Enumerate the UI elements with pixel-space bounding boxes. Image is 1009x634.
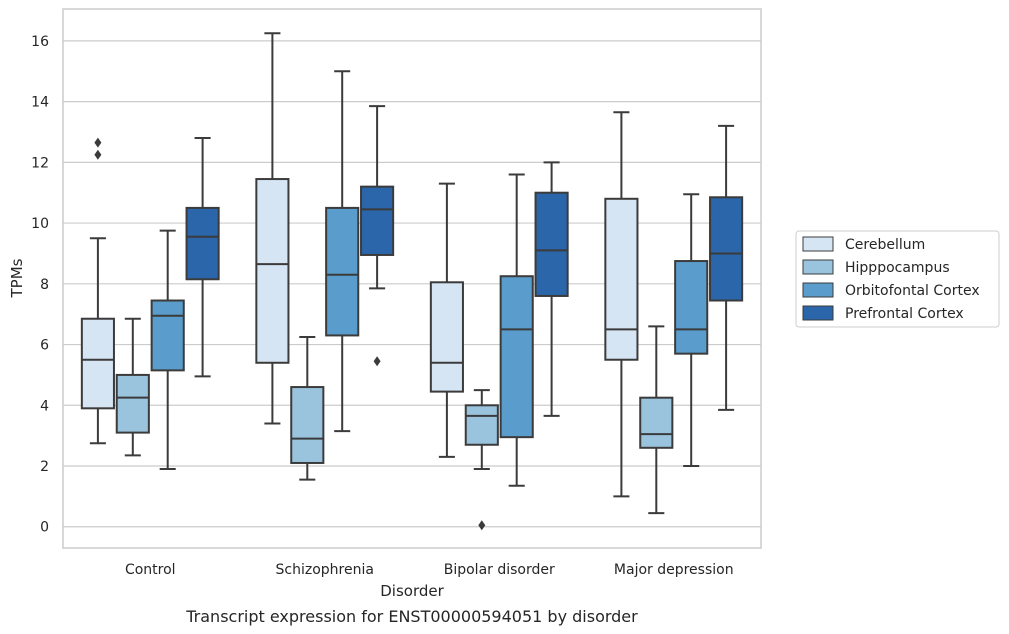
x-tick-label: Major depression: [614, 562, 734, 578]
y-tick-label: 14: [31, 95, 49, 111]
legend: Cerebellum Hipppocampus Orbitofontal Corte…: [795, 230, 1000, 328]
box-group: [325, 70, 360, 433]
box-group: [674, 193, 709, 468]
box-group: [604, 111, 639, 498]
outlier-point: [373, 356, 381, 367]
box: [325, 206, 360, 337]
chart-title: Transcript expression for ENST0000059405…: [185, 607, 638, 626]
box-group: [360, 105, 395, 367]
box: [464, 404, 499, 446]
box: [150, 299, 185, 372]
box: [499, 275, 534, 439]
box: [429, 281, 464, 393]
box: [115, 373, 150, 434]
box: [80, 317, 115, 410]
y-tick-label: 4: [40, 398, 49, 414]
box: [255, 178, 290, 364]
y-axis-label: TPMs: [8, 258, 26, 298]
outlier-point: [94, 149, 102, 160]
box: [709, 196, 744, 302]
outlier-point: [478, 520, 486, 531]
y-tick-label: 12: [31, 155, 49, 171]
y-tick-label: 2: [40, 459, 49, 475]
box-group: [534, 161, 569, 417]
legend-swatch: [802, 259, 834, 275]
y-tick-labels: 0 2 4 6 8 10 12 14 16: [31, 34, 49, 536]
y-tick-label: 6: [40, 338, 49, 354]
x-tick-label: Bipolar disorder: [444, 562, 555, 578]
box-group: [639, 325, 674, 515]
legend-label: Prefrontal Cortex: [845, 306, 964, 322]
box: [674, 260, 709, 355]
y-tick-label: 8: [40, 277, 49, 293]
y-tick-label: 0: [40, 520, 49, 536]
box-group: [429, 182, 464, 458]
box: [360, 185, 395, 256]
box-group: [464, 389, 499, 531]
box-group: [499, 173, 534, 487]
x-tick-labels: Control Schizophrenia Bipolar disorder Majo…: [125, 562, 734, 578]
x-tick-label: Schizophrenia: [276, 562, 374, 578]
legend-label: Hipppocampus: [845, 260, 950, 276]
box-group: [290, 335, 325, 481]
outlier-point: [94, 137, 102, 148]
box-group: [115, 317, 150, 457]
legend-swatch: [802, 282, 834, 298]
y-tick-label: 16: [31, 34, 49, 50]
box: [534, 191, 569, 297]
box-group: [150, 229, 185, 471]
legend-swatch: [802, 305, 834, 321]
y-tick-label: 10: [31, 216, 49, 232]
box: [604, 197, 639, 361]
box: [185, 206, 220, 281]
box-group: [80, 137, 115, 445]
plot-frame: [62, 8, 762, 549]
legend-swatch: [802, 236, 834, 252]
boxes-layer: [80, 32, 744, 531]
legend-label: Cerebellum: [845, 237, 925, 253]
legend-label: Orbitofontal Cortex: [845, 283, 980, 299]
legend-frame: [795, 230, 1000, 328]
box-group: [255, 32, 290, 425]
box-group: [709, 124, 744, 411]
box-group: [185, 137, 220, 378]
box: [639, 396, 674, 449]
box: [290, 386, 325, 464]
x-axis-label: Disorder: [380, 582, 444, 600]
x-tick-label: Control: [125, 562, 176, 578]
